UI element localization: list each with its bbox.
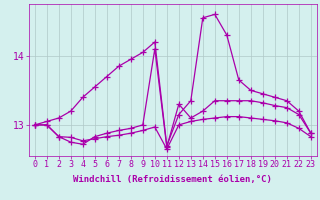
X-axis label: Windchill (Refroidissement éolien,°C): Windchill (Refroidissement éolien,°C)	[73, 175, 272, 184]
